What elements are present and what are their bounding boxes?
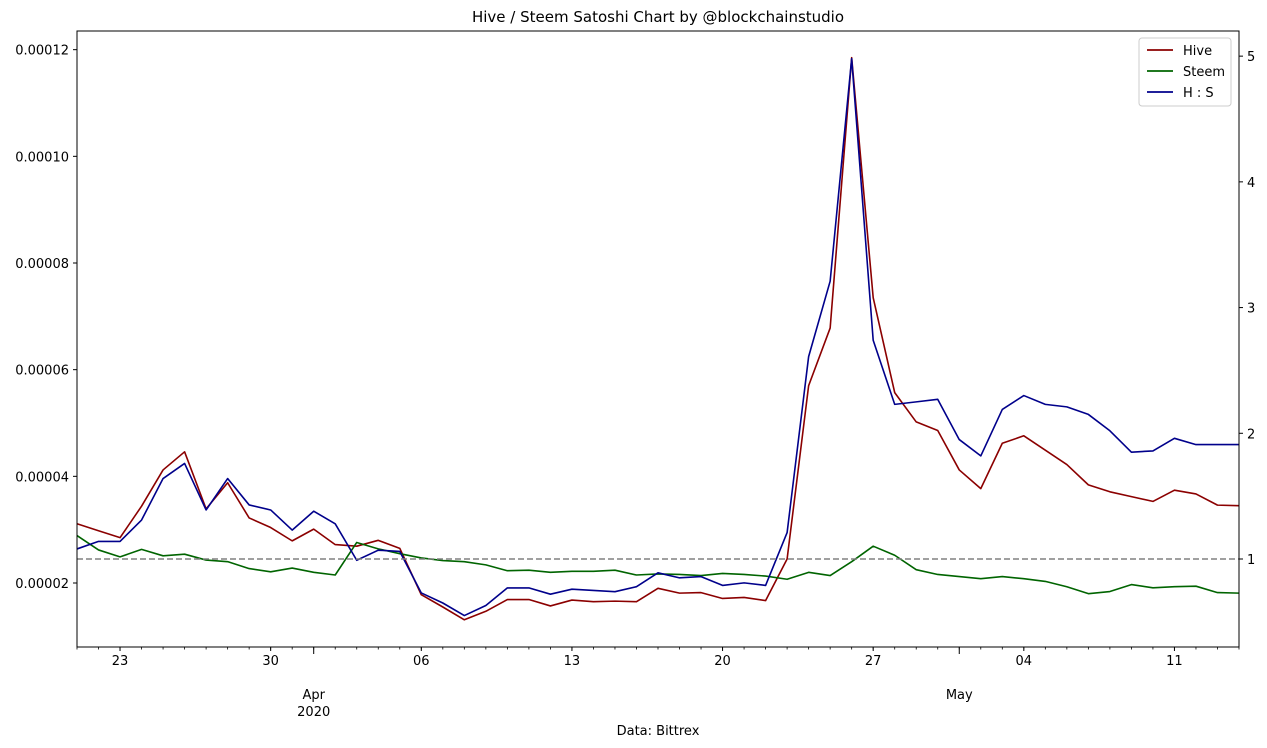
left-y-axis: 0.00002 0.00004 0.00006 0.00008 0.00010 0.000… [15,44,77,592]
x-month-label: Apr [302,688,325,703]
right-y-tick-label: 2 [1247,427,1255,442]
x-tick-label: 20 [714,654,731,669]
left-y-tick-label: 0.00010 [15,150,69,165]
x-axis: 23 30 06 13 20 27 04 11 Apr 2020 May [76,647,1240,720]
series-lines [76,56,1240,621]
right-y-tick-label: 5 [1247,50,1255,65]
left-y-tick-label: 0.00012 [15,44,69,59]
x-tick-label: 23 [112,654,129,669]
legend-label: Hive [1183,44,1212,59]
series-line-steem [76,534,1240,595]
right-y-tick-label: 4 [1247,176,1255,191]
right-y-tick-label: 3 [1247,302,1255,317]
left-y-tick-label: 0.00006 [15,364,69,379]
x-year-label: 2020 [297,705,330,720]
x-tick-label: 11 [1166,654,1183,669]
x-tick-label: 13 [564,654,581,669]
right-y-tick-label: 1 [1247,553,1255,568]
series-line-h-s [76,57,1239,617]
legend-box [1138,37,1232,107]
legend-label: H : S [1183,86,1214,101]
plot-frame [76,30,1240,648]
legend: Hive Steem H : S [1138,37,1232,107]
right-y-axis: 1 2 3 4 5 [1239,50,1255,568]
x-axis-label: Data: Bittrex [617,724,700,739]
x-tick-label: 06 [413,654,430,669]
x-month-label: May [946,688,973,703]
left-y-tick-label: 0.00008 [15,257,69,272]
series-line-hive [76,56,1240,621]
left-y-tick-label: 0.00002 [15,577,69,592]
chart-title: Hive / Steem Satoshi Chart by @blockchai… [472,8,844,26]
x-tick-label: 30 [262,654,279,669]
x-tick-label: 27 [865,654,882,669]
left-y-tick-label: 0.00004 [15,470,69,485]
x-tick-label: 04 [1016,654,1033,669]
legend-label: Steem [1183,65,1225,80]
